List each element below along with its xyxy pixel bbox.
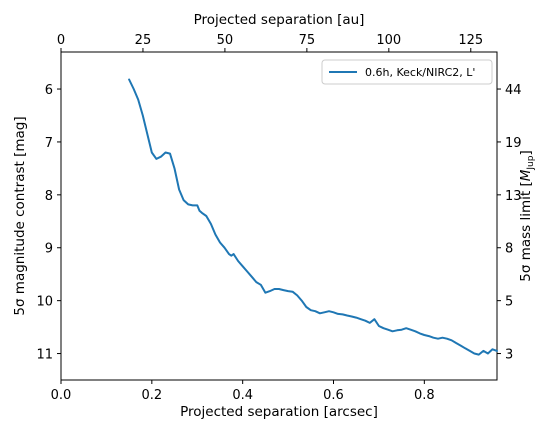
right-y-axis: 44 19 13 8 5 3 <box>497 83 522 363</box>
y-tick-label-right: 19 <box>505 136 522 151</box>
y-tick-label-right: 44 <box>505 83 522 98</box>
right-axis-title-prefix: 5σ mass limit [ <box>518 181 534 281</box>
series-layer <box>128 78 498 356</box>
x-tick-label-bottom: 0.2 <box>141 388 162 403</box>
y-tick-label-right: 13 <box>505 189 522 204</box>
left-y-axis: 6 7 8 9 10 11 <box>36 83 61 363</box>
bottom-x-axis: 0.0 0.2 0.4 0.6 0.8 <box>51 380 435 403</box>
x-tick-label-top: 75 <box>299 33 316 48</box>
y-tick-label-left: 10 <box>36 295 53 310</box>
x-tick-label-bottom: 0.0 <box>51 388 72 403</box>
x-tick-label-bottom: 0.4 <box>232 388 253 403</box>
y-tick-label-left: 6 <box>45 83 53 98</box>
x-tick-label-top: 50 <box>217 33 234 48</box>
x-tick-label-bottom: 0.6 <box>323 388 344 403</box>
x-tick-label-bottom: 0.8 <box>414 388 435 403</box>
contrast-curve-line <box>128 78 498 356</box>
y-tick-label-right: 5 <box>505 295 513 310</box>
right-axis-title-suffix: ] <box>518 150 534 155</box>
x-axis-title-bottom: Projected separation [arcsec] <box>180 404 378 420</box>
y-tick-label-left: 9 <box>45 242 53 257</box>
plot-frame <box>60 51 498 381</box>
x-axis-title-top: Projected separation [au] <box>194 12 365 28</box>
legend-series-label: 0.6h, Keck/NIRC2, L' <box>365 66 475 79</box>
legend: 0.6h, Keck/NIRC2, L' <box>321 59 493 85</box>
right-axis-title-symbol: M <box>518 169 534 181</box>
x-tick-label-top: 100 <box>376 33 401 48</box>
y-tick-label-right: 3 <box>505 348 513 363</box>
y-tick-label-left: 11 <box>36 348 53 363</box>
legend-box <box>321 59 493 85</box>
y-axis-title-right: 5σ mass limit [MJup] <box>518 150 536 282</box>
x-tick-label-top: 125 <box>458 33 483 48</box>
y-tick-label-right: 8 <box>505 242 513 257</box>
y-tick-label-left: 8 <box>45 189 53 204</box>
top-x-axis: 0 25 50 75 100 125 <box>57 33 483 52</box>
y-axis-title-left: 5σ magnitude contrast [mag] <box>12 116 28 315</box>
x-tick-label-top: 0 <box>57 33 65 48</box>
right-axis-title-subscript: Jup <box>526 155 536 170</box>
y-tick-label-left: 7 <box>45 136 53 151</box>
x-tick-label-top: 25 <box>135 33 152 48</box>
